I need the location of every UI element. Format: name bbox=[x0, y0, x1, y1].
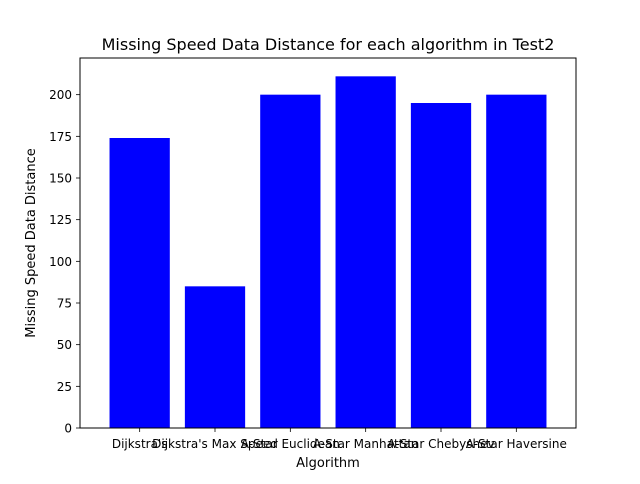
y-tick-label-0: 0 bbox=[64, 422, 72, 436]
y-tick-label-8: 200 bbox=[49, 88, 72, 102]
x-tick-label-5: A-Star Haversine bbox=[466, 437, 567, 451]
y-tick-label-7: 175 bbox=[49, 130, 72, 144]
x-tick-label-1: Dijkstra's Max Speed bbox=[152, 437, 278, 451]
bars-group bbox=[109, 76, 547, 429]
x-tick-label-2: A-Star Euclidean bbox=[241, 437, 340, 451]
y-tick-label-5: 125 bbox=[49, 213, 72, 227]
bar-1 bbox=[184, 286, 246, 428]
bar-4 bbox=[410, 103, 472, 428]
y-tick-label-6: 150 bbox=[49, 172, 72, 186]
chart-title: Missing Speed Data Distance for each alg… bbox=[102, 35, 555, 54]
x-tick-label-4: A-Star Chebyshev bbox=[387, 437, 494, 451]
bar-5 bbox=[486, 94, 547, 429]
y-tick-label-4: 100 bbox=[49, 255, 72, 269]
y-tick-label-3: 75 bbox=[57, 297, 72, 311]
y-tick-label-1: 25 bbox=[57, 380, 72, 394]
y-axis: 0 25 50 75 100 125 150 175 200 bbox=[49, 88, 80, 436]
bar-0 bbox=[109, 138, 170, 428]
bar-3 bbox=[335, 76, 396, 428]
x-tick-label-3: A-Star Manhattan bbox=[313, 437, 418, 451]
x-axis-label: Algorithm bbox=[296, 456, 360, 471]
y-tick-label-2: 50 bbox=[57, 338, 72, 352]
plot-frame bbox=[79, 57, 577, 429]
y-axis-label: Missing Speed Data Distance bbox=[24, 148, 39, 338]
bar-2 bbox=[260, 94, 321, 429]
x-tick-label-0: Dijkstra's bbox=[112, 437, 168, 451]
